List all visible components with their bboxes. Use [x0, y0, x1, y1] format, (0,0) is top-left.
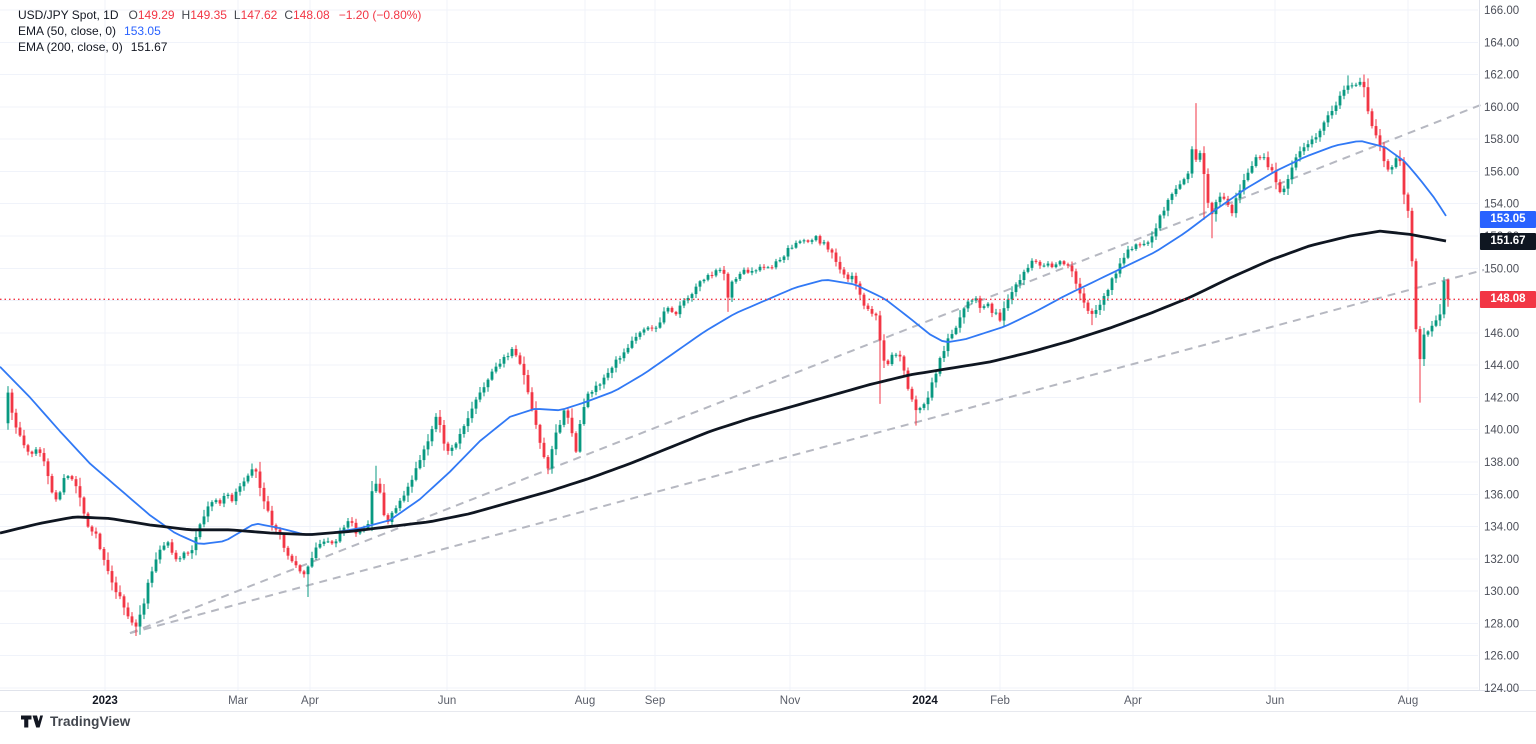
trendlines-layer[interactable]	[129, 102, 1485, 635]
y-tick-label: 138.00	[1484, 457, 1519, 469]
brand-text: TradingView	[50, 714, 131, 729]
axis-badge-ema50: 153.05	[1480, 210, 1536, 228]
legend-ema200-row[interactable]: EMA (200, close, 0) 151.67	[18, 39, 421, 55]
y-tick-label: 166.00	[1484, 5, 1519, 17]
ema50-label: EMA (50, close, 0)	[18, 24, 117, 38]
open-value: O149.29	[128, 8, 175, 22]
footer-divider	[0, 711, 1536, 712]
y-tick-label: 128.00	[1484, 618, 1519, 630]
y-tick-label: 132.00	[1484, 554, 1519, 566]
y-tick-label: 158.00	[1484, 134, 1519, 146]
legend: USD/JPY Spot, 1D O149.29 H149.35 L147.62 C14…	[18, 7, 421, 55]
x-tick-label: Mar	[228, 695, 248, 707]
candles-layer	[6, 74, 1450, 637]
x-tick-label: 2024	[912, 695, 938, 707]
y-tick-label: 142.00	[1484, 392, 1519, 404]
legend-ema50-row[interactable]: EMA (50, close, 0) 153.05	[18, 23, 421, 39]
y-tick-label: 162.00	[1484, 70, 1519, 82]
y-tick-label: 140.00	[1484, 425, 1519, 437]
y-tick-label: 160.00	[1484, 102, 1519, 114]
y-tick-label: 144.00	[1484, 360, 1519, 372]
x-tick-label: Jun	[438, 695, 457, 707]
price-axis[interactable]: 166.00 164.00 162.00 160.00 158.00 156.00 154.…	[1484, 5, 1519, 695]
tradingview-mark-icon	[21, 715, 43, 728]
x-tick-label: Jun	[1266, 695, 1285, 707]
y-tick-label: 136.00	[1484, 489, 1519, 501]
tradingview-logo[interactable]: TradingView	[21, 714, 130, 729]
ema200-label: EMA (200, close, 0)	[18, 40, 123, 54]
symbol-title: USD/JPY Spot, 1D	[18, 8, 119, 22]
close-value: C148.08	[284, 8, 330, 22]
x-tick-label: Sep	[645, 695, 665, 707]
time-axis[interactable]: 2023 Mar Apr Jun Aug Sep Nov 2024 Feb Apr Jun Aug	[92, 695, 1418, 707]
y-tick-label: 126.00	[1484, 651, 1519, 663]
axis-badge-ema200: 151.67	[1480, 232, 1536, 250]
y-tick-label: 146.00	[1484, 328, 1519, 340]
grid-layer	[0, 0, 1478, 690]
x-tick-label: Feb	[990, 695, 1010, 707]
y-tick-label: 130.00	[1484, 586, 1519, 598]
ema50-value: 153.05	[124, 24, 161, 38]
y-tick-label: 154.00	[1484, 199, 1519, 211]
high-value: H149.35	[181, 8, 227, 22]
x-tick-label: 2023	[92, 695, 118, 707]
x-tick-label: Aug	[575, 695, 595, 707]
y-tick-label: 134.00	[1484, 522, 1519, 534]
change-value: −1.20 (−0.80%)	[338, 8, 422, 22]
ema200-line[interactable]	[0, 229, 1447, 536]
y-tick-label: 150.00	[1484, 263, 1519, 275]
axis-badge-last-price: 148.08	[1480, 290, 1536, 308]
x-tick-label: Nov	[780, 695, 801, 707]
legend-symbol-row[interactable]: USD/JPY Spot, 1D O149.29 H149.35 L147.62 C14…	[18, 7, 421, 23]
x-tick-label: Apr	[301, 695, 319, 707]
x-tick-label: Apr	[1124, 695, 1142, 707]
y-tick-label: 124.00	[1484, 683, 1519, 695]
x-tick-label: Aug	[1398, 695, 1418, 707]
low-value: L147.62	[233, 8, 278, 22]
y-tick-label: 156.00	[1484, 166, 1519, 178]
ema200-value: 151.67	[130, 40, 168, 54]
y-tick-label: 164.00	[1484, 37, 1519, 49]
